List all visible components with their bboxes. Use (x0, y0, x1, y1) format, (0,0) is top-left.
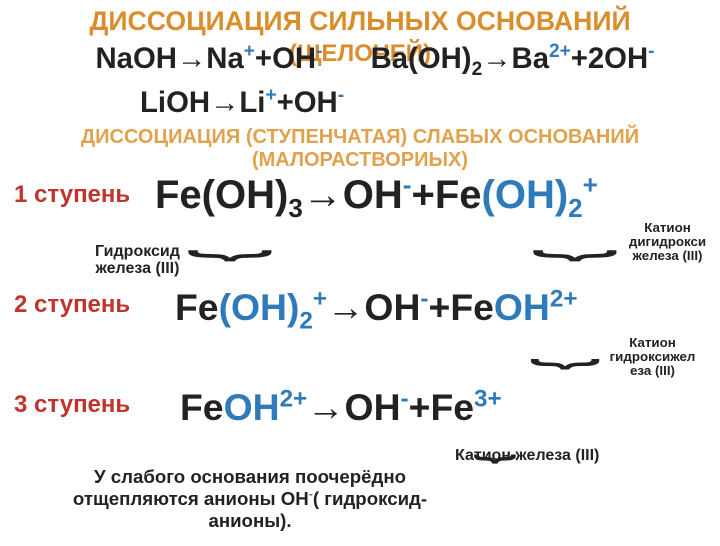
heading-weak-l1: ДИССОЦИАЦИЯ (СТУПЕНЧАТАЯ) СЛАБЫХ ОСНОВАН… (81, 126, 639, 148)
step3-label: 3 ступень (14, 391, 130, 419)
txt: + (255, 42, 272, 75)
charge-sup: - (338, 85, 344, 106)
charge-sup: - (648, 41, 654, 62)
charge-sup: + (583, 170, 598, 200)
charge-sup: - (401, 386, 409, 413)
txt: Fe (175, 286, 219, 328)
eq-naoh: NaOH→Na++OH- (95, 42, 330, 75)
txt: дигидрокси (629, 234, 706, 249)
txt: + (409, 386, 431, 428)
charge-sup: - (420, 286, 428, 313)
txt: Гидроксид (95, 243, 180, 260)
txt: Fe (180, 386, 224, 428)
arrow-icon: → (327, 286, 364, 328)
charge-sup: + (265, 85, 276, 106)
txt: LiOH (140, 86, 210, 119)
step2-label: 2 ступень (14, 291, 130, 319)
txt: анионы). (208, 510, 291, 531)
heading-weak: ДИССОЦИАЦИЯ (СТУПЕНЧАТАЯ) СЛАБЫХ ОСНОВАН… (0, 126, 720, 172)
txt: еза (III) (630, 363, 675, 378)
txt: гидроксижел (610, 349, 696, 364)
txt: ( гидроксид- (313, 488, 427, 509)
txt: отщепляются анионы ОН (73, 488, 309, 509)
sub: 2 (299, 307, 313, 334)
txt: +OH (277, 86, 338, 119)
charge-sup: + (244, 41, 255, 62)
txt: OH (345, 386, 401, 428)
brace-icon: ⏟ (20, 208, 440, 256)
txt: Катион (644, 220, 691, 235)
arrow-icon: → (307, 386, 344, 428)
step1-label: 1 ступень (14, 181, 130, 209)
charge-sup: 3+ (474, 386, 502, 413)
txt: железа (III) (95, 260, 179, 277)
txt: OH (364, 286, 420, 328)
txt: Li (239, 86, 265, 119)
txt: +2OH (571, 42, 648, 75)
callout-hydroxy: Катион гидроксижел еза (III) (595, 336, 710, 378)
arrow-icon: → (210, 86, 239, 119)
txt: Катион (629, 335, 676, 350)
txt: Na (206, 42, 244, 75)
charge-sup: - (316, 41, 322, 62)
charge-sup: 2+ (549, 41, 571, 62)
strong-eq-row2: LiOH→Li++OH- (140, 86, 344, 120)
callout-dihydroxy: Катион дигидрокси железа (III) (620, 221, 715, 263)
charge-sup: 2+ (280, 386, 308, 413)
sub: 2 (472, 59, 483, 80)
txt: NaOH (95, 42, 176, 75)
arrow-icon: → (482, 42, 511, 75)
heading-strong-l1: ДИССОЦИАЦИЯ CИЛЬНЫХ ОСНОВАНИЙ (89, 6, 630, 36)
callout-fe3: Катион железа (III) (455, 448, 599, 465)
charge-sup: 2+ (550, 286, 578, 313)
eq-baoh: Ba(OH)2→Ba2++2OH- (371, 42, 655, 75)
txt: Ba (512, 42, 550, 75)
footnote: У слабого основания поочерёдно отщепляют… (70, 466, 430, 532)
callout-feoh3: Гидроксид железа (III) (95, 244, 180, 278)
txt: Ba(OH) (371, 42, 472, 75)
charge-sup: + (313, 286, 327, 313)
txt: Катион железа (III) (455, 447, 599, 464)
arrow-icon: → (177, 42, 206, 75)
txt: OH (272, 42, 316, 75)
txt-blue: (OH) (219, 286, 300, 328)
txt: У слабого основания поочерёдно (94, 466, 406, 487)
txt: железа (III) (633, 248, 703, 263)
eq-lioh: LiOH→Li++OH- (140, 86, 344, 119)
txt-blue: OH (224, 386, 280, 428)
heading-weak-l2: (МАЛОРАСТВОРИЫХ) (252, 149, 468, 171)
strong-eq-row: NaOH→Na++OH- Ba(OH)2→Ba2++2OH- (0, 42, 720, 76)
